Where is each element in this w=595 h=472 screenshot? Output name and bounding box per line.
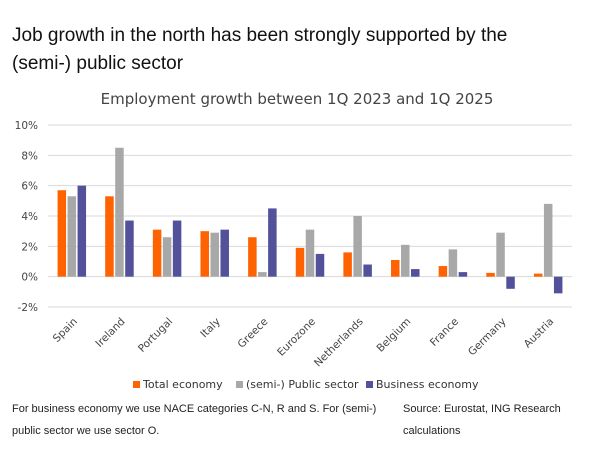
bar-portugal-2 [172,220,182,277]
x-tick-label: Ireland [93,316,127,350]
bar-germany-0 [486,272,495,277]
bar-germany-2 [506,276,515,289]
y-tick-label: 2% [21,241,38,253]
bar-eurozone-0 [295,247,305,277]
bar-portugal-0 [152,229,162,277]
bar-eurozone-2 [315,253,325,277]
x-tick-label: Spain [51,316,80,345]
bar-italy-1 [210,232,219,277]
chart-container: Employment growth between 1Q 2023 and 1Q… [0,82,595,407]
x-tick-label: Italy [198,316,223,341]
bar-greece-1 [258,272,267,277]
footnote-line-2: public sector we use sector O. [12,425,160,437]
bar-spain-1 [67,196,77,277]
legend-label: Total economy [142,378,223,391]
footnote-line-1: For business economy we use NACE categor… [12,403,377,415]
bar-italy-2 [220,229,229,277]
legend-label: Business economy [376,378,479,391]
bar-austria-2 [553,276,563,294]
x-tick-label: Netherlands [312,316,366,370]
bar-belgium-2 [411,269,420,277]
bar-belgium-0 [391,259,400,277]
source-line-2: calculations [403,425,461,437]
bar-germany-1 [496,232,505,277]
source-line-1: Source: Eurostat, ING Research [403,403,561,415]
bar-ireland-0 [105,196,114,277]
source-note: Source: Eurostat, ING Research calculati… [403,398,588,442]
y-tick-label: 4% [21,211,38,223]
x-tick-label: Portugal [136,316,175,355]
bar-france-1 [448,249,458,277]
bar-france-0 [438,266,448,277]
chart-title: Employment growth between 1Q 2023 and 1Q… [101,90,494,108]
bar-spain-0 [57,190,67,277]
bar-spain-2 [77,185,87,277]
bar-austria-1 [543,203,553,277]
y-tick-label: 6% [21,181,38,193]
x-tick-label: Austria [522,316,557,351]
legend-swatch [133,381,140,388]
bar-eurozone-1 [305,229,315,277]
bar-netherlands-0 [343,252,352,277]
bar-portugal-1 [162,237,172,277]
bar-ireland-1 [115,147,124,277]
legend-label: (semi-) Public sector [246,378,359,391]
bar-netherlands-1 [353,216,362,277]
bar-austria-0 [533,273,543,277]
y-tick-label: 10% [15,120,38,132]
legend-swatch [236,381,243,388]
bar-france-2 [458,272,468,277]
headline-line-2: (semi-) public sector [12,53,184,74]
legend-swatch [366,381,373,388]
employment-growth-chart: Employment growth between 1Q 2023 and 1Q… [15,90,572,391]
y-tick-label: 8% [21,150,38,162]
x-tick-label: Greece [236,316,271,351]
footnote: For business economy we use NACE categor… [12,398,392,442]
x-tick-label: France [428,316,461,349]
headline-line-1: Job growth in the north has been strongl… [12,25,508,46]
x-tick-label: Eurozone [275,316,318,359]
y-tick-label: -2% [18,302,38,314]
headline: Job growth in the north has been strongl… [12,22,582,78]
bar-belgium-1 [401,244,410,277]
bar-greece-0 [248,237,257,277]
bar-italy-0 [200,231,209,277]
y-tick-label: 0% [21,272,38,284]
bar-ireland-2 [125,220,134,277]
x-tick-label: Germany [466,316,509,359]
bar-netherlands-2 [363,264,372,277]
bar-greece-2 [268,208,277,277]
x-tick-label: Belgium [374,316,413,355]
